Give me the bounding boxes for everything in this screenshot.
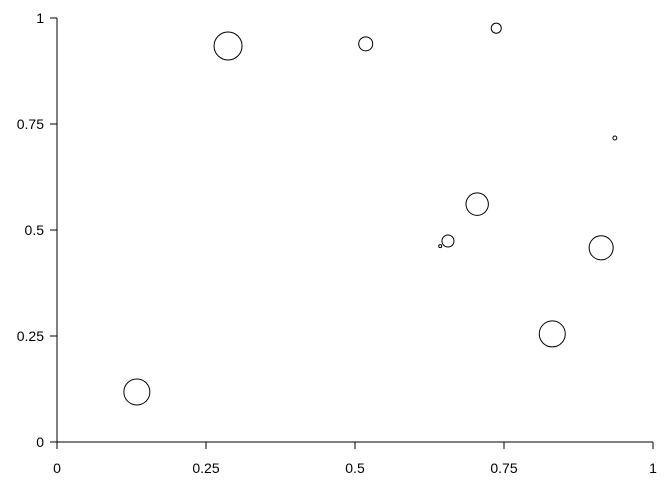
bubble-point xyxy=(490,22,502,34)
bubble-point xyxy=(612,135,618,141)
x-tick-label: 0 xyxy=(53,460,61,476)
bubble-point xyxy=(465,192,489,216)
axes: 0 0.25 0.5 0.75 1 0 0.25 0.5 0.75 1 xyxy=(17,10,657,476)
x-tick-label: 0.75 xyxy=(490,460,517,476)
y-tick-label: 0 xyxy=(36,434,44,450)
y-tick-label: 0.25 xyxy=(17,328,44,344)
x-tick-label: 0.25 xyxy=(192,460,219,476)
x-tick-label: 0.5 xyxy=(345,460,365,476)
bubble-point xyxy=(358,36,374,52)
bubble-point xyxy=(213,31,243,61)
data-points xyxy=(123,22,618,406)
bubble-point xyxy=(438,244,443,249)
y-tick-label: 0.75 xyxy=(17,116,44,132)
y-tick-label: 0.5 xyxy=(25,222,45,238)
bubble-point xyxy=(123,378,151,406)
y-tick-label: 1 xyxy=(36,10,44,26)
bubble-point xyxy=(538,320,566,348)
bubble-point xyxy=(588,235,614,261)
x-tick-label: 1 xyxy=(649,460,657,476)
bubble-point xyxy=(441,234,455,248)
